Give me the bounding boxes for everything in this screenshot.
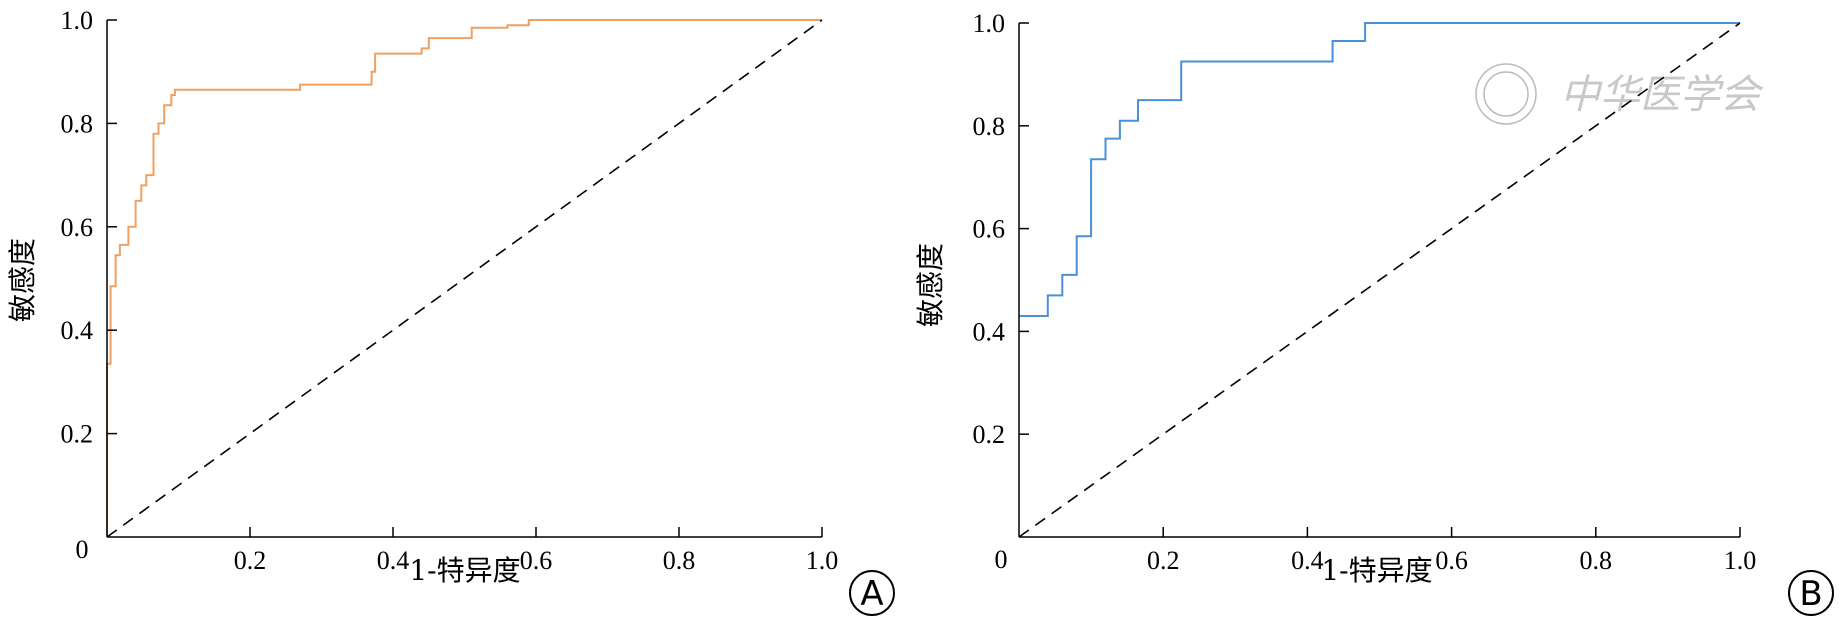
panel-b-y-ticks: 0.2 0.4 0.6 0.8 1.0 bbox=[973, 9, 1029, 449]
panel-a: 0.2 0.4 0.6 0.8 1.0 0.20.40.60.81.0 0 1-特异度 … bbox=[6, 6, 895, 616]
panel-a-x-tick-label: 0.6 bbox=[520, 546, 553, 575]
panel-a-label-circle bbox=[849, 570, 895, 616]
panel-b-x-ticks: 0.2 0.4 0.6 0.8 1.0 bbox=[1147, 527, 1756, 575]
panel-b-x-axis-label: 1-特异度 bbox=[1321, 554, 1432, 587]
panel-a-x-tick-label: 1.0 bbox=[806, 546, 839, 575]
panel-a-x-axis-label: 1-特异度 bbox=[409, 554, 520, 587]
panel-a-y-tick-label: 0.2 bbox=[61, 420, 94, 449]
panel-a-x-ticks: 0.2 0.4 0.6 0.8 1.0 bbox=[234, 527, 839, 575]
panel-a-y-tick-label: 0.4 bbox=[61, 316, 94, 345]
panel-b: 中华医学会 0.2 0.4 0.6 0.8 1.0 0.20.40.60.81.0 0 … bbox=[914, 9, 1834, 616]
panel-b-x-tick-label: 1.0 bbox=[1724, 546, 1757, 575]
panel-b-y-tick-label: 1.0 bbox=[973, 9, 1006, 38]
panel-a-roc-curve bbox=[106, 19, 822, 537]
panel-a-x-tick-label: 0.2 bbox=[234, 546, 267, 575]
panel-a-y-tick-label: 0.6 bbox=[61, 213, 94, 242]
watermark-seal-icon bbox=[1475, 63, 1537, 125]
panel-b-x-tick-label: 0.6 bbox=[1435, 546, 1468, 575]
watermark-text: 中华医学会 bbox=[1560, 72, 1764, 118]
panel-b-x-tick-label: 0.8 bbox=[1580, 546, 1613, 575]
panel-b-y-tick-label: 0.6 bbox=[973, 215, 1006, 244]
panel-a-x-tick-label: 0.8 bbox=[663, 546, 696, 575]
panel-b-roc-curve bbox=[1019, 22, 1740, 317]
panel-a-plot bbox=[106, 19, 823, 538]
panel-a-reference-line bbox=[106, 19, 823, 538]
panel-b-reference-line bbox=[1018, 22, 1741, 538]
panel-b-origin-label: 0 bbox=[995, 545, 1008, 574]
panel-b-label: B bbox=[1799, 574, 1822, 614]
panel-a-x-tick-label: 0.4 bbox=[377, 546, 410, 575]
panel-a-y-axis-label: 敏感度 bbox=[6, 238, 39, 322]
panel-b-x-tick-label: 0.2 bbox=[1147, 546, 1180, 575]
panel-a-y-ticks: 0.2 0.4 0.6 0.8 1.0 bbox=[61, 6, 117, 449]
panel-b-y-tick-label: 0.4 bbox=[973, 317, 1006, 346]
panel-a-origin-label: 0 bbox=[76, 535, 89, 564]
panel-b-label-circle bbox=[1788, 570, 1834, 616]
panel-a-y-tick-label: 0.8 bbox=[61, 109, 94, 138]
panel-b-y-axis-label: 敏感度 bbox=[914, 243, 947, 327]
watermark-logo: 中华医学会 bbox=[1475, 63, 1764, 125]
panel-b-y-tick-label: 0.8 bbox=[973, 112, 1006, 141]
panel-b-x-tick-label: 0.4 bbox=[1291, 546, 1324, 575]
panel-b-plot bbox=[1018, 22, 1741, 538]
panel-b-y-tick-label: 0.2 bbox=[973, 420, 1006, 449]
panel-a-y-tick-label: 1.0 bbox=[61, 6, 94, 35]
panel-a-label: A bbox=[860, 574, 883, 614]
